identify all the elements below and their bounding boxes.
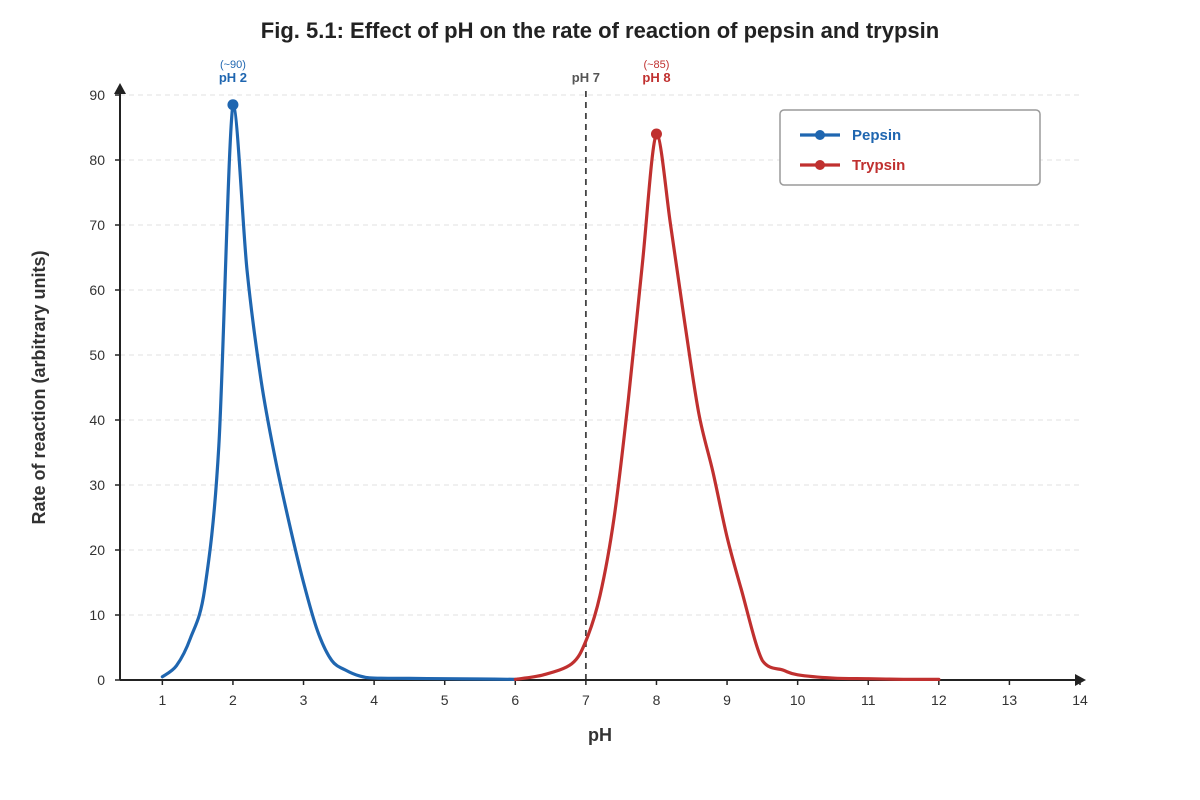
pepsin-line xyxy=(160,103,517,681)
reference-line-group: pH 7 xyxy=(572,70,600,680)
pepsin-peak-point xyxy=(227,99,239,111)
chart-title: Fig. 5.1: Effect of pH on the rate of re… xyxy=(260,18,940,43)
y-tick-label: 40 xyxy=(89,412,105,428)
trypsin-peak-value-note: (~85) xyxy=(643,59,669,71)
legend-pepsin-label: Pepsin xyxy=(852,127,901,144)
legend-pepsin-marker xyxy=(815,130,825,140)
x-tick-label: 12 xyxy=(931,692,947,708)
x-tick-label: 4 xyxy=(370,692,378,708)
legend-trypsin-label: Trypsin xyxy=(852,157,905,174)
y-tick-label: 0 xyxy=(97,672,105,688)
trypsin-peak-ph-label: pH 8 xyxy=(642,70,670,85)
x-tick-label: 8 xyxy=(653,692,661,708)
y-tick-label: 80 xyxy=(89,152,105,168)
pepsin-peak-value-note: (~90) xyxy=(220,59,246,71)
x-tick-label: 1 xyxy=(158,692,166,708)
y-tick-label: 50 xyxy=(89,347,105,363)
trypsin-line xyxy=(513,132,941,681)
trypsin-peak-point xyxy=(650,128,662,140)
series-lines xyxy=(160,99,941,681)
peak-annotations: (~90)pH 2 (~85)pH 8 xyxy=(219,59,671,85)
legend: Pepsin Trypsin xyxy=(779,109,1041,186)
y-tick-label: 90 xyxy=(89,87,105,103)
x-tick-label: 9 xyxy=(723,692,731,708)
y-axis-arrow-icon xyxy=(114,83,126,94)
y-axis-title: Rate of reaction (arbitrary units) xyxy=(29,250,49,524)
x-tick-label: 5 xyxy=(441,692,449,708)
y-tick-label: 60 xyxy=(89,282,105,298)
x-tick-label: 14 xyxy=(1072,692,1088,708)
y-tick-label: 30 xyxy=(89,477,105,493)
x-tick-label: 10 xyxy=(790,692,806,708)
x-tick-label: 6 xyxy=(511,692,519,708)
pepsin-peak-ph-label: pH 2 xyxy=(219,70,247,85)
reference-line-label: pH 7 xyxy=(572,70,600,85)
x-tick-label: 3 xyxy=(300,692,308,708)
x-tick-label: 2 xyxy=(229,692,237,708)
x-axis-title: pH xyxy=(588,725,612,745)
legend-box xyxy=(779,109,1041,186)
y-tick-label: 70 xyxy=(89,217,105,233)
grid-lines xyxy=(120,94,1080,616)
x-tick-label: 11 xyxy=(861,692,876,708)
x-tick-label: 7 xyxy=(582,692,590,708)
y-tick-label: 10 xyxy=(89,607,105,623)
x-tick-label: 13 xyxy=(1002,692,1018,708)
y-tick-label: 20 xyxy=(89,542,105,558)
legend-trypsin-marker xyxy=(815,160,825,170)
